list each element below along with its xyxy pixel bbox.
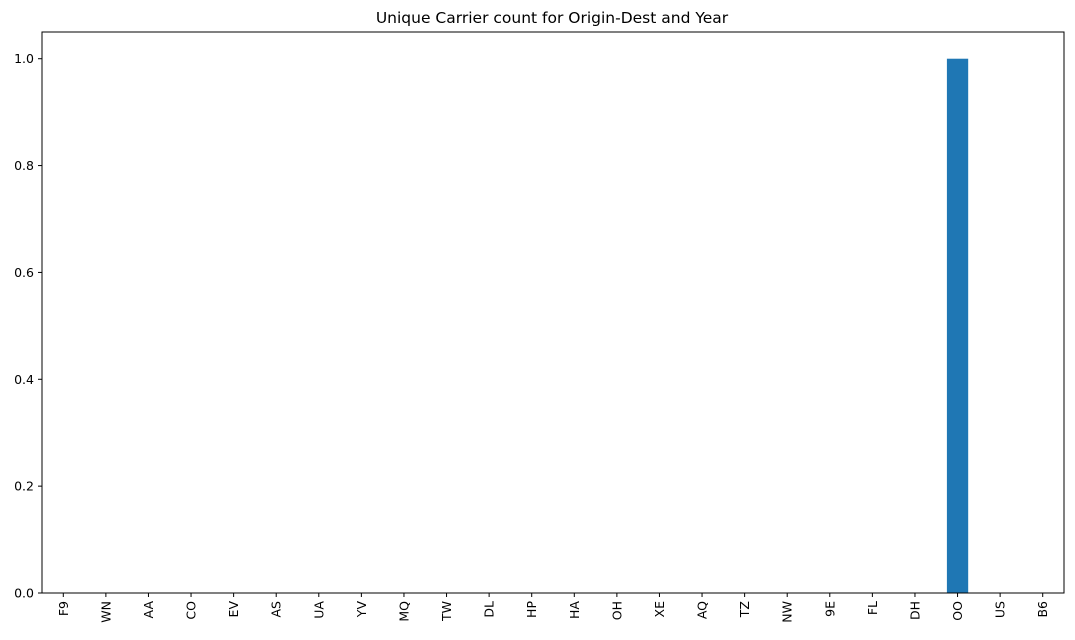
y-tick-label: 0.0 (14, 586, 34, 601)
x-tick-label: WN (98, 601, 113, 623)
bar-OO (946, 58, 969, 593)
x-tick-label: NW (780, 601, 795, 623)
x-tick-label: OH (609, 601, 624, 620)
x-tick-label: F9 (56, 601, 71, 616)
x-tick-label: US (993, 601, 1008, 618)
plot-area: 0.0 0.2 0.4 0.6 0.8 1.0 F9 WN AA CO EV AS UA YV MQ TW DL… (14, 31, 1065, 623)
x-tick-label: CO (184, 601, 199, 620)
x-tick-label: EV (226, 601, 241, 618)
x-tick-label: AS (269, 601, 284, 618)
x-tick-label: TZ (737, 601, 752, 618)
x-tick-label: XE (652, 601, 667, 618)
x-tick-label: AQ (695, 601, 710, 619)
x-tick-label: AA (141, 601, 156, 619)
x-tick-label: YV (354, 601, 369, 619)
x-tick-label: TW (439, 601, 454, 622)
x-tick-label: MQ (396, 601, 411, 622)
x-tick-label: UA (311, 601, 326, 619)
x-tick-label: DL (482, 601, 497, 618)
x-tick-label: OO (950, 601, 965, 621)
y-tick-label: 0.4 (14, 372, 34, 387)
x-tick-label: FL (865, 601, 880, 615)
y-tick-label: 0.2 (14, 479, 34, 494)
y-tick-label: 1.0 (14, 51, 34, 66)
x-tick-label: HP (524, 601, 539, 618)
x-tick-label: HA (567, 601, 582, 619)
x-tick-label: B6 (1035, 601, 1050, 618)
y-tick-label: 0.8 (14, 158, 34, 173)
x-tick-label: 9E (822, 601, 837, 617)
axes-frame (41, 31, 1065, 594)
chart-title: Unique Carrier count for Origin-Dest and… (376, 9, 729, 27)
y-tick-label: 0.6 (14, 265, 34, 280)
x-tick-label: DH (907, 601, 922, 620)
